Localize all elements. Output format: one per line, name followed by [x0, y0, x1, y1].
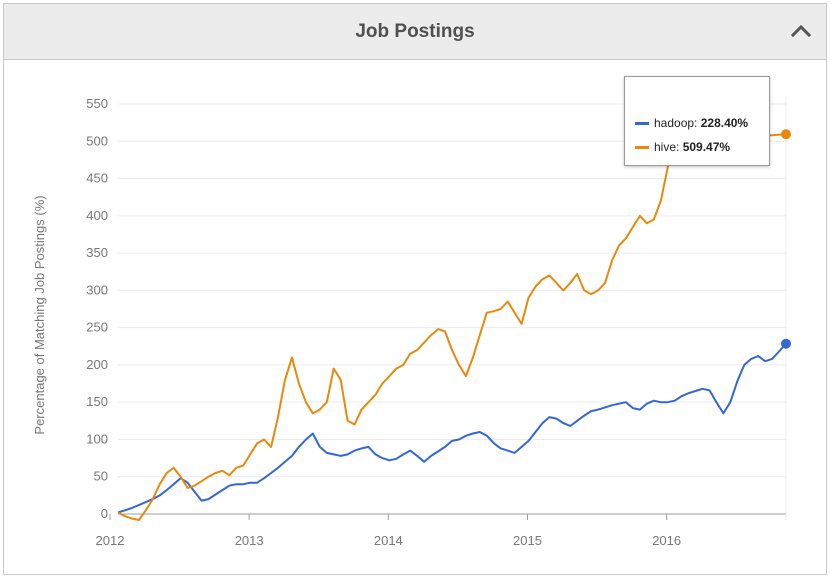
tooltip-row-hadoop: hadoop: 228.40% — [635, 115, 748, 131]
panel-title: Job Postings — [355, 21, 475, 42]
y-tick-label: 300 — [86, 282, 108, 297]
y-tick-label: 150 — [86, 394, 108, 409]
x-tick-label: 2012 — [96, 533, 125, 548]
tooltip-series-name: hive — [654, 140, 677, 154]
tooltip-row-hive: hive: 509.47% — [635, 139, 730, 155]
series-line-hadoop — [117, 343, 787, 514]
y-tick-label: 100 — [86, 431, 108, 446]
y-tick-label: 400 — [86, 208, 108, 223]
y-tick-label: 550 — [86, 96, 108, 111]
y-tick-label: 50 — [94, 469, 108, 484]
panel-header: Job Postings — [4, 4, 826, 60]
x-tick-label: 2016 — [652, 533, 681, 548]
y-tick-label: 0 — [101, 506, 108, 521]
x-tick-label: 2015 — [513, 533, 542, 548]
chart-grid — [109, 96, 787, 520]
x-tick-labels: 2012 2013 2014 2015 2016 — [96, 533, 682, 548]
tooltip-series-value: 228.40% — [700, 116, 749, 130]
chevron-up-icon[interactable] — [788, 18, 814, 44]
chart-series — [117, 129, 791, 521]
x-tick-label: 2014 — [374, 533, 403, 548]
y-tick-label: 450 — [86, 171, 108, 186]
tooltip-series-name: hadoop — [654, 116, 695, 130]
series-line-hive — [117, 132, 787, 521]
y-axis-label: Percentage of Matching Job Postings (%) — [32, 195, 47, 434]
series-endpoint-hadoop[interactable] — [781, 338, 791, 349]
y-tick-label: 500 — [86, 133, 108, 148]
legend-swatch-hive — [635, 146, 649, 150]
y-tick-label: 350 — [86, 245, 108, 260]
y-tick-labels: 0 50 100 150 200 250 300 350 400 450 500 550 — [86, 96, 108, 521]
y-tick-label: 250 — [86, 320, 108, 335]
tooltip-series-value: 509.47% — [682, 140, 731, 154]
series-endpoint-hive[interactable] — [781, 129, 791, 140]
legend-swatch-hadoop — [635, 122, 649, 126]
y-tick-label: 200 — [86, 357, 108, 372]
x-tick-label: 2013 — [235, 533, 264, 548]
chart-tooltip: hadoop: 228.40% hive: 509.47% — [624, 76, 770, 166]
